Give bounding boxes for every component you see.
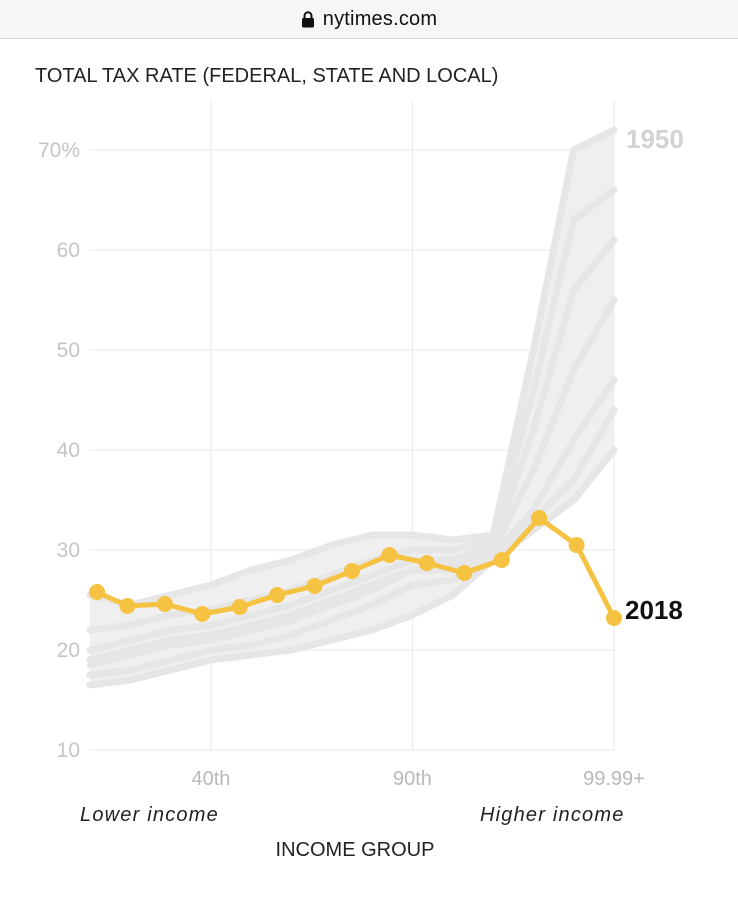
lock-icon <box>301 10 314 27</box>
y-tick-label: 50 <box>57 339 80 362</box>
y-tick-label: 30 <box>57 539 80 562</box>
y-tick-label: 40 <box>57 439 80 462</box>
series-line-historic <box>86 406 618 664</box>
y-tick-label: 20 <box>57 639 80 662</box>
data-point-2018 <box>119 598 136 614</box>
x-tick-label: 40th <box>191 768 230 790</box>
data-point-2018 <box>306 578 323 594</box>
url-display[interactable]: nytimes.com <box>301 8 437 31</box>
series-label-1950: 1950 <box>626 124 684 154</box>
y-tick-label: 10 <box>57 739 80 762</box>
series-line-historic <box>86 376 618 679</box>
series-line-historic <box>86 126 618 609</box>
lower-income-note: Lower income <box>80 804 219 826</box>
data-point-2018 <box>418 555 435 571</box>
x-axis-ticks: 40th 90th 99.99+ <box>191 768 644 790</box>
higher-income-note: Higher income <box>480 804 625 826</box>
y-tick-label: 70% <box>38 139 80 162</box>
y-tick-label: 60 <box>57 239 80 262</box>
highlight-series <box>89 510 622 626</box>
data-point-2018 <box>269 587 286 603</box>
data-point-2018 <box>568 537 585 553</box>
data-point-2018 <box>89 584 105 600</box>
browser-address-bar[interactable]: nytimes.com <box>0 0 738 39</box>
x-axis-title: INCOME GROUP <box>276 839 435 861</box>
chart-title: TOTAL TAX RATE (FEDERAL, STATE AND LOCAL… <box>35 65 498 87</box>
url-text: nytimes.com <box>322 7 438 30</box>
data-point-2018 <box>231 599 248 615</box>
data-point-2018 <box>456 565 473 581</box>
data-point-2018 <box>344 563 360 579</box>
series-line-historic <box>86 296 618 669</box>
series-line-historic <box>86 236 618 654</box>
data-point-2018 <box>156 596 173 612</box>
data-point-2018 <box>381 547 398 563</box>
data-point-2018 <box>606 610 622 626</box>
y-axis-ticks: 10 20 30 40 50 60 70% <box>38 139 80 762</box>
tax-rate-chart: TOTAL TAX RATE (FEDERAL, STATE AND LOCAL… <box>35 65 684 861</box>
data-point-2018 <box>531 510 548 526</box>
background-series <box>86 126 618 689</box>
series-label-2018: 2018 <box>625 595 683 625</box>
data-point-2018 <box>493 552 510 568</box>
x-tick-label: 99.99+ <box>583 768 645 790</box>
data-point-2018 <box>194 606 211 622</box>
x-tick-label: 90th <box>393 768 432 790</box>
